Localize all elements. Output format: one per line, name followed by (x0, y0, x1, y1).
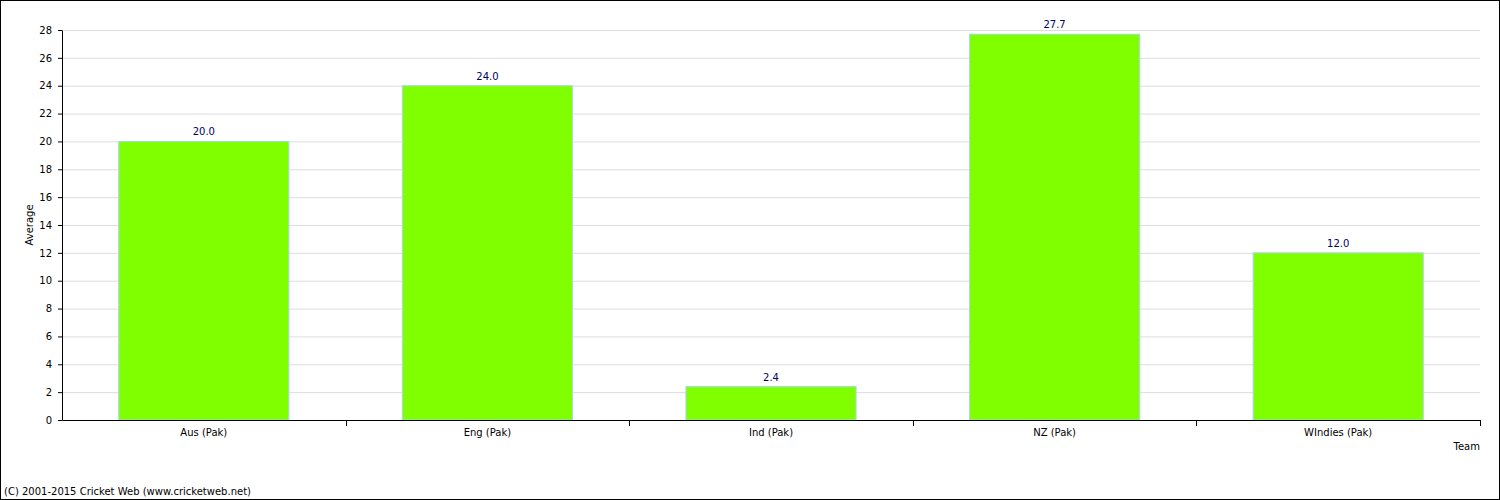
tick-label: 8 (46, 303, 52, 314)
tick-label: 10 (39, 275, 52, 286)
bar (402, 86, 572, 420)
tick-label: Ind (Pak) (749, 427, 793, 438)
axis-line (63, 420, 1481, 421)
tick: Eng (Pak) (464, 420, 512, 438)
tick-label: 16 (39, 192, 52, 203)
tick-label: 6 (46, 331, 52, 342)
tick-label: 14 (39, 220, 52, 231)
x-axis-title: Team (1453, 441, 1480, 452)
tick-label: 2 (46, 387, 52, 398)
tick-mark (58, 420, 62, 421)
tick-label: 4 (46, 359, 52, 370)
category-separator (346, 420, 347, 426)
tick-mark (58, 364, 62, 365)
y-axis: 0246810121416182022242628 (39, 25, 62, 426)
tick-label: 12 (39, 248, 52, 259)
tick: 28 (39, 25, 62, 36)
tick: 16 (39, 192, 62, 203)
tick: 24 (39, 80, 62, 91)
bar (1253, 253, 1423, 420)
grid (62, 31, 1480, 421)
data-label: 2.4 (763, 372, 779, 383)
tick-mark (58, 141, 62, 142)
data-label: 27.7 (1043, 19, 1065, 30)
tick-mark (58, 169, 62, 170)
bar (970, 34, 1140, 420)
data-labels: 20.0 24.0 2.4 27.7 12.0 (193, 19, 1350, 382)
tick-label: 24 (39, 80, 52, 91)
tick: 20 (39, 136, 62, 147)
tick-label: 26 (39, 53, 52, 64)
tick: Ind (Pak) (749, 420, 793, 438)
tick: 6 (46, 331, 62, 342)
x-axis: Aus (Pak) Eng (Pak) Ind (Pak) NZ (Pak) WIndi… (63, 420, 1481, 438)
tick-mark (58, 197, 62, 198)
tick: 4 (46, 359, 62, 370)
tick-label: 18 (39, 164, 52, 175)
tick: 0 (46, 415, 62, 426)
bar (119, 141, 289, 420)
tick: Aus (Pak) (180, 420, 227, 438)
tick-mark (58, 253, 62, 254)
data-label: 20.0 (193, 126, 215, 137)
grid-line (62, 420, 1480, 421)
tick-label: 22 (39, 108, 52, 119)
tick-label: Eng (Pak) (464, 427, 512, 438)
tick-mark (58, 336, 62, 337)
tick-label: 28 (39, 25, 52, 36)
tick-mark (58, 114, 62, 115)
tick-mark (58, 58, 62, 59)
tick-label: NZ (Pak) (1033, 427, 1076, 438)
tick-mark (58, 281, 62, 282)
data-label: 24.0 (476, 71, 498, 82)
category-separator (913, 420, 914, 426)
axis-line (62, 31, 63, 421)
chart: 20.024.02.427.712.0024681012141618202224… (0, 0, 1500, 500)
category-separator (629, 420, 630, 426)
grid-line (62, 58, 1480, 59)
tick: 8 (46, 303, 62, 314)
frame (1, 1, 1500, 500)
tick-label: Aus (Pak) (180, 427, 227, 438)
tick-label: 20 (39, 136, 52, 147)
tick: NZ (Pak) (1033, 420, 1076, 438)
bar (686, 387, 856, 420)
y-axis-title: Average (24, 204, 35, 245)
tick-mark (58, 225, 62, 226)
annotation: (C) 2001-2015 Cricket Web (www.cricketwe… (4, 486, 251, 497)
tick-mark (58, 86, 62, 87)
tick-mark (58, 309, 62, 310)
category-separator (1196, 420, 1197, 426)
tick: 22 (39, 108, 62, 119)
tick-label: 0 (46, 415, 52, 426)
grid-line (62, 86, 1480, 87)
grid-line (62, 114, 1480, 115)
data-label: 12.0 (1327, 238, 1349, 249)
tick: 26 (39, 53, 62, 64)
tick-label: WIndies (Pak) (1304, 427, 1372, 438)
tick: 14 (39, 220, 62, 231)
grid-line (62, 30, 1480, 31)
tick-mark (58, 392, 62, 393)
tick: 18 (39, 164, 62, 175)
tick: WIndies (Pak) (1304, 420, 1372, 438)
category-separator (1480, 420, 1481, 426)
tick: 2 (46, 387, 62, 398)
tick-mark (58, 30, 62, 31)
bars (119, 34, 1424, 420)
tick: 12 (39, 248, 62, 259)
tick: 10 (39, 275, 62, 286)
